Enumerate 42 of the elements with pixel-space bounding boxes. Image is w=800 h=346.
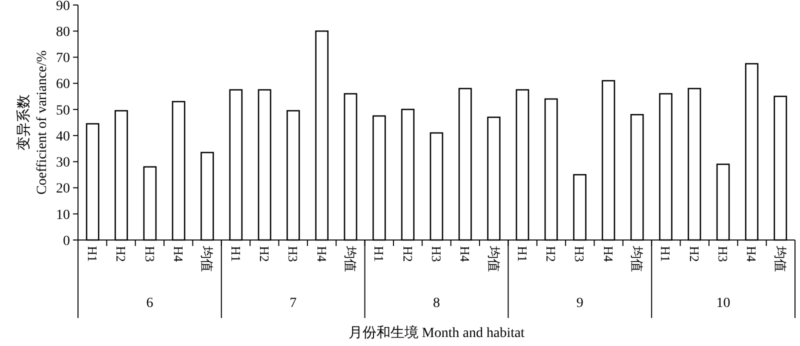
text: 6 [146,296,154,311]
x-tick-label: H1 [658,246,674,262]
x-tick-label: H4 [458,246,473,262]
x-tick-label: H3 [428,246,444,262]
x-tick-label: H1 [228,246,244,262]
x-tick-label: H4 [171,246,186,262]
y-tick-label: 70 [56,51,70,66]
y-tick-label: 40 [56,129,70,144]
text: 10 [716,296,730,311]
x-tick-label: 均值 [342,245,358,272]
x-tick-label: H1 [372,246,387,262]
x-tick-label: H3 [716,246,731,262]
text: 7 [290,296,297,311]
x-tick-label: H2 [257,246,272,262]
y-tick-label: 80 [56,25,70,40]
y-tick-label: 50 [56,103,70,118]
x-tick-label: H2 [544,246,559,262]
y-axis-title: 变异系数 Coefficient of variance/% [16,50,50,195]
x-tick-label: H1 [514,246,530,262]
text: 9 [576,296,584,311]
y-tick-label: 90 [56,0,70,14]
x-tick-label: H4 [600,246,616,262]
x-tick-label: H2 [400,246,416,262]
text: 8 [433,296,440,311]
x-tick-label: 均值 [630,245,645,272]
x-tick-label: H2 [686,246,702,262]
y-tick-label: 20 [56,182,70,197]
x-tick-label: H4 [314,246,330,262]
x-tick-label: H1 [85,246,100,262]
x-axis-title: 月份和生境 Month and habitat [348,325,525,341]
x-tick-label: 均值 [200,245,215,272]
y-tick-label: 10 [56,208,70,223]
y-tick-label: 0 [63,234,70,249]
x-tick-label: H3 [572,246,588,262]
x-tick-label: H2 [114,246,129,262]
x-tick-label: H3 [286,246,301,262]
x-tick-label: H4 [744,246,760,262]
y-tick-label: 30 [56,156,70,171]
x-tick-label: H3 [142,246,158,262]
y-tick-label: 60 [56,77,70,92]
x-tick-label: 均值 [486,245,502,272]
x-tick-label: 均值 [772,245,788,272]
